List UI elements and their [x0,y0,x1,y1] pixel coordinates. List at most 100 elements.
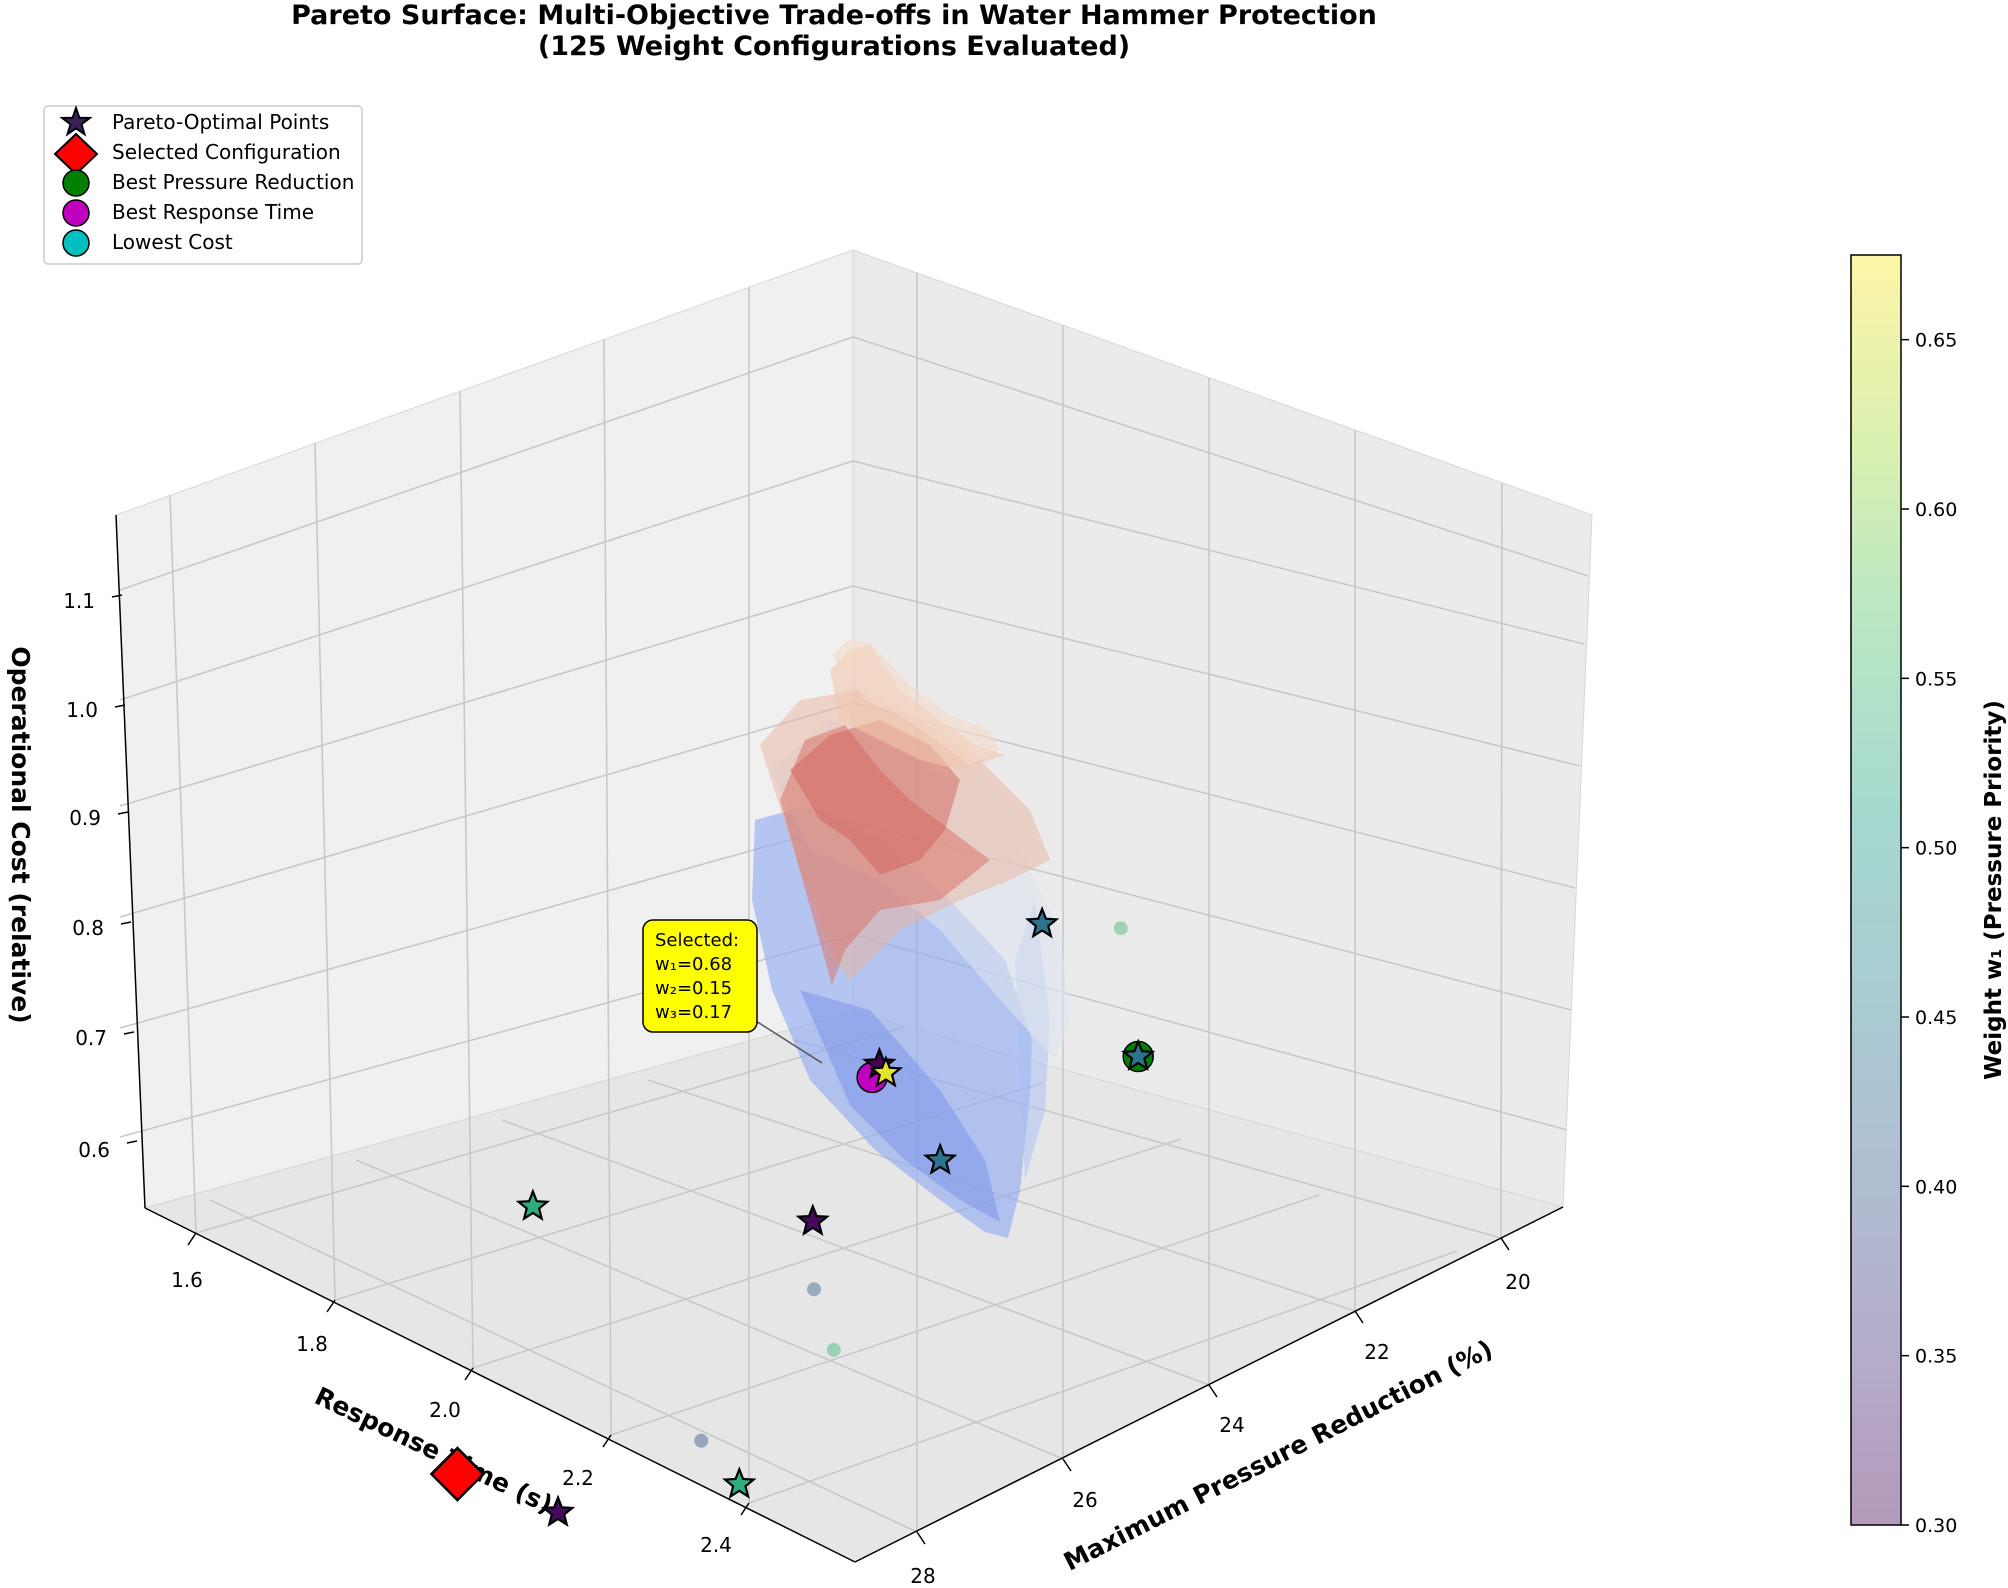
pareto-point [1024,905,1060,939]
background-point [694,1433,709,1448]
annotation-line: w₁=0.68 [655,954,732,975]
y-tick-mark [464,1367,474,1381]
left-wall-grid [459,390,474,1369]
annotation-line: Selected: [655,930,739,951]
pareto-point [1121,1038,1156,1072]
z-tick-label: 1.1 [63,589,95,613]
x-tick-mark [1354,1310,1364,1324]
x-tick-label: 24 [1219,1413,1244,1437]
colorbar-tick-label: 0.65 [1915,330,1957,352]
legend-cyan-circle-icon [62,229,90,257]
left-wall-grid [314,442,336,1301]
y-tick-mark [326,1299,336,1313]
pareto-point [868,1054,904,1088]
x-ticks: 20 22 24 26 28 [910,1237,1531,1588]
z-axis-label: Operational Cost (relative) [6,646,35,1023]
legend-label: Selected Configuration [112,140,341,164]
x-tick-mark [1208,1384,1218,1398]
z-ticks: 1.1 1.0 0.9 0.8 0.7 0.6 [63,589,138,1162]
floor-grid-y [195,1026,905,1234]
left-wall-grid [169,494,197,1234]
y-tick-mark [602,1434,612,1448]
chart-title: Pareto Surface: Multi-Objective Trade-of… [291,0,1377,31]
pareto-point [540,1494,576,1528]
z-tick-label: 0.8 [72,916,104,940]
pareto-point [515,1188,551,1222]
surface-patch-low [800,990,1000,1222]
floor-grid-x [209,1199,918,1533]
floor-grid-x [501,1119,1210,1386]
legend-label: Best Pressure Reduction [112,170,354,194]
x-tick-label: 20 [1505,1270,1530,1294]
colorbar-tick-label: 0.40 [1915,1176,1957,1198]
z-tick-mark [117,811,129,815]
y-tick-mark [740,1502,750,1516]
background-point [1113,921,1128,936]
surface-patch-warm [832,640,1000,765]
floor-grid-y [610,1194,1320,1436]
z-grid [119,585,1581,807]
x-tick-mark [1500,1237,1510,1251]
colorbar: 0.30 0.35 0.40 0.45 0.50 0.55 0.60 0.65 Weight … [1850,254,2007,1537]
colorbar-ticks: 0.30 0.35 0.40 0.45 0.50 0.55 0.60 0.65 [1901,330,1957,1537]
z-tick-label: 0.9 [69,806,101,830]
z-tick-mark [114,704,126,708]
x-tick-label: 28 [910,1564,935,1588]
pareto-surface [752,640,1070,1238]
z-tick-label: 1.0 [66,698,98,722]
pareto-point [923,1142,958,1175]
colorbar-tick-label: 0.60 [1915,499,1957,521]
legend-label: Pareto-Optimal Points [112,110,329,134]
z-tick-mark [123,1031,135,1035]
chart-subtitle: (125 Weight Configurations Evaluated) [538,31,1130,62]
legend-magenta-circle-icon [62,199,90,227]
z-tick-label: 0.6 [78,1138,110,1162]
right-wall-grid [1500,482,1503,1239]
legend-label: Best Response Time [112,200,314,224]
floor-grid-y [748,1250,1458,1504]
x-tick-label: 22 [1364,1340,1389,1364]
background-point [807,1282,821,1297]
pareto-point [795,1203,830,1236]
y-tick-label: 2.0 [429,1398,461,1422]
colorbar-gradient [1850,254,1902,1526]
selected-configuration-marker [429,1446,486,1502]
x-tick-mark [916,1531,926,1545]
floor-grid-x [355,1159,1064,1460]
axis-lines [115,514,1564,1563]
colorbar-tick-label: 0.50 [1915,838,1957,860]
annotation-line: w₂=0.15 [655,978,732,999]
y-ticks: 1.6 1.8 2.0 2.2 2.4 [171,1232,750,1557]
colorbar-tick-label: 0.55 [1915,668,1957,690]
colorbar-tick-label: 0.30 [1915,1515,1957,1537]
x-axis-line [854,1206,1564,1563]
surface-patch-warm [780,725,990,985]
z-axis-line [115,514,146,1209]
y-tick-label: 2.2 [562,1466,594,1490]
y-axis-line [144,1207,856,1563]
data-markers [429,905,1156,1528]
z-grid [119,460,1585,701]
z-tick-label: 0.7 [75,1026,107,1050]
x-tick-label: 26 [1072,1488,1097,1512]
legend-green-circle-icon [62,169,90,197]
y-tick-label: 2.4 [700,1533,732,1557]
legend-label: Lowest Cost [112,230,233,254]
left-wall-grid [603,338,612,1436]
colorbar-tick-label: 0.45 [1915,1007,1957,1029]
y-tick-label: 1.6 [171,1268,203,1292]
legend: Pareto-Optimal Points Selected Configura… [43,104,363,265]
selected-annotation: Selected: w₁=0.68 w₂=0.15 w₃=0.17 [642,919,758,1033]
background-point [826,1342,841,1357]
annotation-box [642,919,758,1033]
y-tick-mark [187,1232,197,1246]
colorbar-tick-label: 0.35 [1915,1346,1957,1368]
z-tick-mark [111,594,123,598]
legend-star-icon [59,104,93,137]
colorbar-label: Weight w₁ (Pressure Priority) [1981,700,2007,1080]
x-tick-mark [1062,1458,1072,1472]
pareto-point [722,1466,757,1499]
annotation-line: w₃=0.17 [655,1002,732,1023]
legend-frame [43,105,363,265]
y-tick-label: 1.8 [296,1332,328,1356]
